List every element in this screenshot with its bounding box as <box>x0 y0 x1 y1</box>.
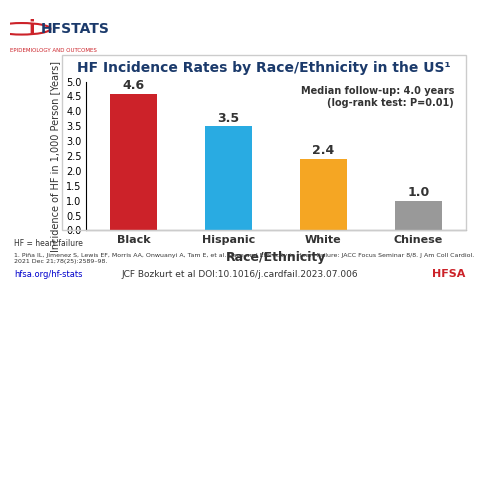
Bar <box>395 201 442 230</box>
Text: HFSTATS: HFSTATS <box>41 22 109 36</box>
Text: 3.5: 3.5 <box>217 112 240 125</box>
Text: hfsa.org/hf-stats: hfsa.org/hf-stats <box>14 270 83 279</box>
X-axis label: Race/Ethnicity: Race/Ethnicity <box>226 251 326 264</box>
Text: JCF Bozkurt et al DOI:10.1016/j.cardfail.2023.07.006: JCF Bozkurt et al DOI:10.1016/j.cardfail… <box>122 270 358 279</box>
Text: HF = heart failure: HF = heart failure <box>14 239 83 248</box>
Text: 4.6: 4.6 <box>123 79 145 92</box>
Text: HFSA: HFSA <box>432 269 466 279</box>
Text: The burden of heart failure is highest in the United
States in the Black populat: The burden of heart failure is highest i… <box>70 326 410 434</box>
Text: HF Incidence Rates by Race/Ethnicity in the US¹: HF Incidence Rates by Race/Ethnicity in … <box>77 61 451 75</box>
Bar <box>205 126 252 230</box>
Y-axis label: Incidence of HF in 1,000 Person [Years]: Incidence of HF in 1,000 Person [Years] <box>50 60 60 252</box>
Text: Median follow-up: 4.0 years
(log-rank test: P=0.01): Median follow-up: 4.0 years (log-rank te… <box>301 86 454 108</box>
Text: 2.4: 2.4 <box>312 144 335 157</box>
Text: 1. Piña IL, Jimenez S, Lewis EF, Morris AA, Onwuanyi A, Tam E, et al. Race and E: 1. Piña IL, Jimenez S, Lewis EF, Morris … <box>14 253 475 264</box>
Bar <box>300 159 347 230</box>
Bar <box>110 94 157 230</box>
Text: i: i <box>29 19 36 38</box>
Text: EPIDEMIOLOGY AND OUTCOMES: EPIDEMIOLOGY AND OUTCOMES <box>10 48 96 53</box>
Text: 1.0: 1.0 <box>407 186 429 199</box>
